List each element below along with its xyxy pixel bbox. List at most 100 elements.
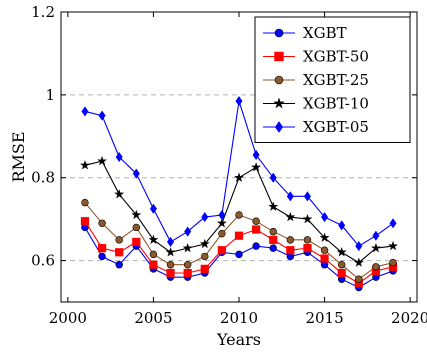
data-point [320, 246, 329, 254]
data-point [234, 231, 244, 240]
data-point [252, 225, 261, 234]
axis-ticks: 0.6 0.8 1 1.2 2000 2005 2010 2015 2020 [31, 3, 427, 327]
data-point [319, 232, 330, 243]
legend-label: XGBT-10 [303, 95, 369, 113]
data-point [115, 151, 123, 163]
data-point [321, 211, 329, 223]
data-point [337, 268, 346, 278]
legend-entry: XGBT-50 [263, 48, 369, 66]
data-point [269, 172, 277, 183]
series [80, 217, 398, 288]
data-point [79, 159, 91, 170]
data-point [389, 258, 397, 267]
data-point [115, 248, 124, 257]
data-point [149, 250, 158, 259]
data-point [114, 188, 125, 199]
data-point [149, 260, 158, 269]
data-point [372, 230, 380, 241]
data-point [353, 257, 364, 267]
series-layer [79, 95, 399, 292]
data-point [252, 217, 260, 225]
data-point [201, 211, 209, 223]
y-tick-label: 1 [45, 86, 55, 104]
data-point [389, 218, 397, 229]
data-point [338, 220, 346, 231]
data-point [81, 198, 89, 207]
data-point [302, 213, 313, 224]
data-point [148, 234, 159, 245]
data-point [286, 236, 295, 244]
data-point [218, 209, 226, 221]
series [81, 95, 397, 252]
x-tick-label: 2015 [305, 309, 343, 327]
series [79, 155, 399, 267]
legend-marker [274, 121, 284, 133]
data-point [336, 246, 347, 257]
legend-entry: XGBT [263, 24, 347, 42]
data-point [355, 240, 363, 252]
data-point [235, 211, 243, 219]
data-point [320, 254, 329, 263]
legend-marker [274, 51, 284, 62]
y-axis-title: RMSE [9, 131, 28, 182]
data-point [166, 260, 175, 269]
data-point [165, 246, 176, 257]
data-point [269, 244, 277, 252]
data-point [182, 242, 193, 253]
data-point [97, 244, 107, 253]
data-point [166, 236, 175, 248]
data-point [235, 250, 243, 259]
data-point [98, 252, 106, 261]
data-point [183, 268, 192, 278]
data-point [201, 252, 209, 261]
data-point [252, 149, 260, 161]
data-point [268, 201, 279, 212]
data-point [286, 191, 294, 202]
data-point [233, 172, 245, 183]
data-point [303, 191, 312, 202]
data-point [97, 155, 108, 166]
data-point [200, 264, 209, 273]
y-tick-label: 1.2 [31, 3, 55, 21]
legend-label: XGBT-25 [303, 71, 369, 89]
data-point [183, 260, 192, 269]
data-point [235, 95, 243, 107]
x-tick-label: 2000 [49, 309, 87, 327]
legend: XGBT XGBT-50 XGBT-25 XGBT-10 XGBT-05 [254, 16, 411, 143]
legend-marker [274, 28, 284, 38]
data-point [286, 246, 295, 255]
legend-entry: XGBT-25 [263, 71, 369, 89]
data-point [115, 260, 123, 269]
data-point [149, 203, 157, 214]
data-point [81, 106, 89, 117]
data-point [98, 219, 106, 228]
x-tick-label: 2010 [220, 309, 258, 327]
data-point [251, 162, 262, 172]
data-point [216, 217, 227, 228]
data-point [184, 226, 192, 237]
legend-entry: XGBT-10 [263, 95, 369, 113]
data-point [217, 246, 226, 255]
y-tick-label: 0.8 [31, 169, 55, 187]
data-point [132, 223, 141, 232]
data-point [166, 268, 175, 278]
data-point [252, 242, 260, 250]
legend-label: XGBT-05 [303, 118, 369, 136]
data-point [387, 240, 399, 251]
series [81, 198, 397, 283]
x-axis-title: Years [216, 330, 261, 349]
legend-label: XGBT [303, 24, 347, 42]
data-point [132, 237, 141, 247]
data-point [285, 211, 296, 222]
data-point [98, 110, 106, 121]
data-point [303, 244, 312, 253]
data-point [199, 238, 210, 249]
y-tick-label: 0.6 [31, 252, 55, 270]
x-tick-label: 2020 [391, 309, 427, 327]
x-tick-label: 2005 [134, 309, 172, 327]
data-point [131, 209, 142, 220]
legend-marker [274, 75, 284, 85]
legend-marker [273, 97, 285, 109]
data-point [132, 168, 140, 179]
